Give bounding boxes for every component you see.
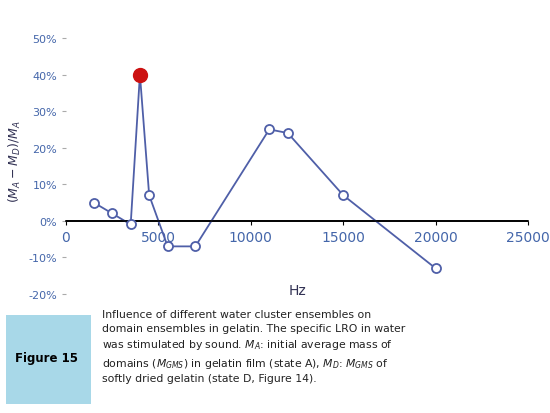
- FancyBboxPatch shape: [6, 315, 91, 404]
- Y-axis label: $(M_A-M_D)/M_A$: $(M_A-M_D)/M_A$: [7, 120, 23, 202]
- X-axis label: Hz: Hz: [288, 283, 306, 297]
- Text: Influence of different water cluster ensembles on
domain ensembles in gelatin. T: Influence of different water cluster ens…: [102, 309, 405, 383]
- Text: Figure 15: Figure 15: [15, 351, 78, 364]
